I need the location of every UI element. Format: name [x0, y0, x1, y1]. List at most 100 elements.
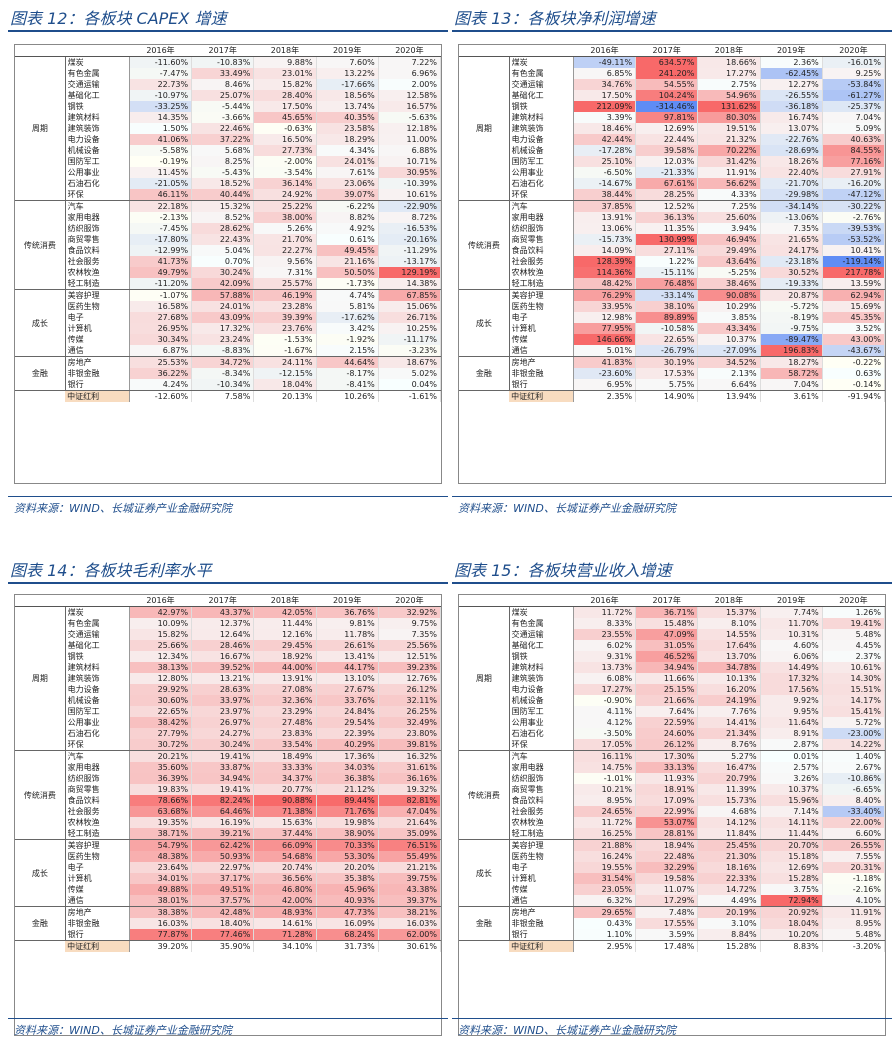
- value-cell: 3.39%: [573, 112, 637, 123]
- table-row: 银行 4.24% -10.34% 18.04% -8.41% 0.04%: [15, 379, 441, 391]
- value-cell: 21.65%: [760, 234, 823, 245]
- value-cell: 23.64%: [129, 862, 193, 873]
- table-row: 通信 38.01% 37.57% 42.00% 40.93% 39.37%: [15, 895, 441, 907]
- value-cell: 53.30%: [316, 851, 379, 862]
- value-cell: 44.00%: [253, 662, 317, 673]
- value-cell: 11.93%: [635, 773, 699, 784]
- panel-net-profit: 图表 13：各板块净利润增速 2016年 2017年 2018年 2019年 2020年…: [452, 8, 892, 515]
- value-cell: -16.01%: [822, 56, 885, 68]
- value-cell: -22.90%: [378, 200, 441, 212]
- index-value: 15.28%: [697, 940, 761, 952]
- value-cell: 39.21%: [191, 828, 255, 840]
- value-cell: 45.35%: [822, 312, 885, 323]
- value-cell: 241.20%: [635, 68, 699, 79]
- value-cell: 131.62%: [697, 101, 761, 112]
- group-label: 传统消费: [459, 200, 510, 290]
- header-blank: [65, 45, 130, 57]
- value-cell: 2.37%: [822, 651, 885, 662]
- table-row: 传统消费 汽车 16.11% 17.30% 5.27% 0.01% 1.40%: [459, 750, 885, 840]
- table-row: 电子 12.98% 89.89% 3.85% -8.19% 45.35%: [459, 312, 885, 323]
- group-label: 成长: [459, 289, 510, 357]
- value-cell: 15.73%: [697, 795, 761, 806]
- table-row: 金融 房地产 38.38% 42.48% 48.93% 47.73% 38.21%: [15, 906, 441, 941]
- value-cell: 19.51%: [697, 123, 761, 134]
- value-cell: 15.48%: [635, 618, 699, 629]
- value-cell: 18.27%: [760, 356, 823, 368]
- table-row: 建筑材料 38.13% 39.52% 44.00% 44.17% 39.23%: [15, 662, 441, 673]
- index-value: 39.20%: [129, 940, 193, 952]
- value-cell: 34.03%: [316, 762, 379, 773]
- value-cell: 24.17%: [760, 245, 823, 256]
- value-cell: 48.93%: [253, 906, 317, 918]
- value-cell: 4.33%: [697, 189, 761, 201]
- value-cell: 38.38%: [129, 906, 193, 918]
- value-cell: 7.31%: [253, 267, 317, 278]
- value-cell: 17.50%: [573, 90, 637, 101]
- value-cell: 56.62%: [697, 178, 761, 189]
- sector-name: 国防军工: [509, 156, 574, 167]
- year-header: 2016年: [573, 595, 636, 607]
- value-cell: 11.91%: [822, 906, 885, 918]
- table-row: 农林牧渔 11.72% 53.07% 14.12% 14.11% 22.00%: [459, 817, 885, 828]
- value-cell: 16.03%: [378, 918, 441, 929]
- table-row: 商贸零售 19.83% 19.41% 20.77% 21.12% 19.32%: [15, 784, 441, 795]
- value-cell: 34.72%: [191, 356, 255, 368]
- value-cell: 146.66%: [573, 334, 637, 345]
- value-cell: 12.16%: [253, 629, 317, 640]
- value-cell: -9.75%: [760, 323, 823, 334]
- value-cell: -8.17%: [316, 368, 379, 379]
- index-name: 中证红利: [509, 390, 574, 402]
- value-cell: 45.65%: [253, 112, 317, 123]
- value-cell: -47.12%: [822, 189, 885, 201]
- value-cell: -7.45%: [129, 223, 193, 234]
- header-row: 2016年 2017年 2018年 2019年 2020年: [15, 595, 441, 607]
- value-cell: 23.24%: [191, 334, 255, 345]
- value-cell: 32.29%: [635, 862, 699, 873]
- value-cell: 38.42%: [129, 717, 193, 728]
- value-cell: 18.04%: [253, 379, 317, 391]
- table-row: 纺织服饰 -7.45% 28.62% 5.26% 4.92% -16.53%: [15, 223, 441, 234]
- value-cell: -1.18%: [822, 873, 885, 884]
- value-cell: 4.60%: [760, 640, 823, 651]
- table-row: 计算机 26.95% 17.32% 23.76% 3.42% 10.25%: [15, 323, 441, 334]
- value-cell: 38.10%: [635, 301, 699, 312]
- value-cell: -5.58%: [129, 145, 193, 156]
- sector-name: 房地产: [509, 906, 574, 918]
- sector-name: 家用电器: [509, 762, 574, 773]
- value-cell: 11.91%: [697, 167, 761, 178]
- value-cell: 27.11%: [635, 245, 699, 256]
- value-cell: 18.04%: [760, 918, 823, 929]
- table-row: 传媒 146.66% 22.65% 10.37% -89.47% 43.00%: [459, 334, 885, 345]
- value-cell: 35.60%: [129, 762, 193, 773]
- data-table-box: 2016年 2017年 2018年 2019年 2020年 周期 煤炭 -11.60% -10.…: [14, 44, 442, 484]
- value-cell: 6.88%: [378, 145, 441, 156]
- value-cell: 32.92%: [378, 606, 441, 618]
- index-value: -3.20%: [822, 940, 885, 952]
- sector-name: 医药生物: [509, 301, 574, 312]
- table-row: 基础化工 6.02% 31.05% 17.64% 4.60% 4.45%: [459, 640, 885, 651]
- sector-name: 传媒: [509, 334, 574, 345]
- value-cell: -1.01%: [573, 773, 637, 784]
- table-row: 基础化工 -10.97% 25.07% 28.40% 18.56% 12.58%: [15, 90, 441, 101]
- value-cell: 14.49%: [760, 662, 823, 673]
- table-row: 交通运输 22.73% 8.46% 15.82% -17.66% 2.00%: [15, 79, 441, 90]
- value-cell: 15.82%: [129, 629, 193, 640]
- sector-name: 石油石化: [65, 178, 130, 189]
- value-cell: 10.31%: [760, 629, 823, 640]
- value-cell: 39.39%: [253, 312, 317, 323]
- sector-name: 传媒: [65, 884, 130, 895]
- value-cell: 33.54%: [253, 739, 317, 751]
- value-cell: 47.04%: [378, 806, 441, 817]
- sector-name: 轻工制造: [65, 828, 130, 840]
- table-row: 轻工制造 48.42% 76.48% 38.46% -19.33% 13.59%: [459, 278, 885, 290]
- sector-name: 通信: [65, 895, 130, 907]
- value-cell: 4.45%: [822, 640, 885, 651]
- sector-name: 电力设备: [509, 134, 574, 145]
- value-cell: 14.17%: [822, 695, 885, 706]
- value-cell: 27.79%: [129, 728, 193, 739]
- value-cell: 17.32%: [760, 673, 823, 684]
- header-blank: [65, 595, 130, 607]
- table-row: 成长 美容护理 76.29% -33.14% 90.08% 20.87% 62.94%: [459, 289, 885, 357]
- value-cell: 30.52%: [760, 267, 823, 278]
- value-cell: 17.36%: [316, 750, 379, 762]
